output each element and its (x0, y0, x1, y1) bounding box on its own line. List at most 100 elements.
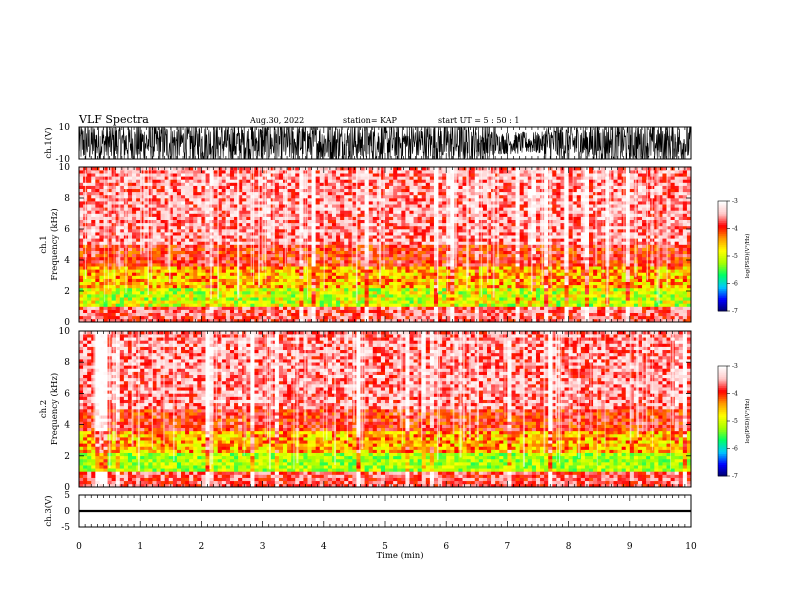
spectrogram-cell (360, 309, 365, 313)
spectrogram-cell (327, 312, 333, 317)
spectrogram-cell (503, 297, 508, 301)
spectrogram-cell (254, 253, 259, 258)
spectrogram-cell (642, 260, 647, 264)
spectrogram-cell (417, 225, 423, 230)
spectrogram-cell (629, 272, 635, 276)
spectrogram-cell (674, 229, 680, 233)
spectrogram-cell (197, 309, 202, 313)
spectrogram-cell (629, 235, 635, 239)
spectrogram-cell (393, 225, 398, 230)
spectrogram-cell (482, 256, 488, 261)
spectrogram-cell (556, 229, 561, 233)
spectrogram-cell (507, 241, 512, 245)
spectrogram-cell (674, 284, 680, 289)
spectrogram-cell (225, 256, 231, 261)
spectrogram-cell (584, 291, 590, 295)
spectrogram-cell (405, 306, 410, 310)
spectrogram-cell (380, 263, 386, 267)
spectrogram-cell (535, 269, 541, 273)
spectrogram-cell (205, 312, 210, 317)
spectrogram-cell (650, 312, 655, 317)
spectrogram-cell (185, 278, 190, 282)
spectrogram-cell (499, 281, 504, 286)
spectrogram-cell (589, 275, 594, 279)
spectrogram-cell (519, 294, 525, 298)
spectrogram-cell (315, 247, 321, 251)
spectrogram-cell (507, 244, 512, 248)
spectrogram-cell (682, 281, 688, 286)
spectrogram-cell (409, 256, 414, 261)
spectrogram-cell (307, 222, 312, 227)
spectrogram-cell (119, 266, 125, 270)
spectrogram-cell (229, 222, 235, 227)
spectrogram-cell (205, 281, 210, 286)
spectrogram-cell (242, 300, 247, 304)
spectrogram-cell (352, 312, 357, 317)
spectrogram-cell (450, 309, 455, 313)
spectrogram-cell (548, 306, 553, 310)
spectrogram-cell (482, 253, 488, 258)
spectrogram-cell (238, 225, 243, 230)
spectrogram-cell (491, 300, 496, 304)
spectrogram-cell (593, 294, 598, 298)
spectrogram-cell (503, 278, 508, 282)
spectrogram-cell (495, 306, 500, 310)
spectrogram-cell (601, 318, 606, 323)
spectrogram-cell (87, 272, 92, 276)
spectrogram-cell (511, 266, 516, 270)
spectrogram-cell (572, 222, 578, 227)
spectrogram-cell (425, 266, 431, 270)
spectrogram-cell (389, 306, 394, 310)
spectrogram-cell (389, 275, 394, 279)
spectrogram-cell (234, 263, 239, 267)
spectrogram-cell (221, 272, 227, 276)
spectrogram-cell (556, 250, 561, 255)
spectrogram-cell (348, 232, 353, 236)
spectrogram-cell (515, 309, 520, 313)
spectrogram-cell (487, 291, 492, 295)
spectrogram-cell (250, 256, 255, 261)
spectrogram-cell (678, 287, 684, 292)
spectrogram-cell (470, 225, 476, 230)
spectrogram-cell (438, 291, 443, 295)
spectrogram-cell (584, 229, 590, 233)
spectrogram-cell (164, 238, 170, 242)
spectrogram-cell (417, 256, 423, 261)
spectrogram-cell (185, 309, 190, 313)
spectrogram-cell (185, 244, 190, 248)
spectrogram-cell (642, 287, 647, 292)
spectrogram-cell (433, 291, 439, 295)
spectrogram-cell (372, 303, 378, 307)
spectrogram-cell (344, 244, 349, 248)
spectrogram-cell (580, 256, 586, 261)
spectrogram-cell (397, 297, 402, 301)
spectrogram-cell (360, 297, 365, 301)
spectrogram-cell (678, 229, 684, 233)
spectrogram-cell (164, 235, 170, 239)
spectrogram-cell (356, 297, 361, 301)
spectrogram-cell (686, 309, 692, 313)
spectrogram-cell (385, 281, 390, 286)
spectrogram-cell (397, 300, 402, 304)
spectrogram-cell (568, 275, 573, 279)
spectrogram-cell (642, 275, 647, 279)
spectrogram-cell (629, 241, 635, 245)
spectrogram-cell (152, 260, 157, 264)
spectrogram-cell (148, 266, 153, 270)
spectrogram-cell (670, 309, 675, 313)
spectrogram-cell (315, 291, 321, 295)
spectrogram-cell (144, 260, 149, 264)
spectrogram-cell (442, 318, 447, 323)
spectrogram-cell (617, 309, 622, 313)
spectrogram-cell (205, 250, 210, 255)
spectrogram-cell (140, 318, 145, 323)
spectrogram-cell (572, 247, 578, 251)
spectrogram-cell (662, 241, 667, 245)
spectrogram-cell (193, 225, 198, 230)
spectrogram-cell (409, 278, 414, 282)
spectrogram-cell (499, 291, 504, 295)
spectrogram-cell (221, 241, 227, 245)
spectrogram-cell (331, 287, 337, 292)
spectrogram-cell (397, 269, 402, 273)
spectrogram-cell (144, 229, 149, 233)
